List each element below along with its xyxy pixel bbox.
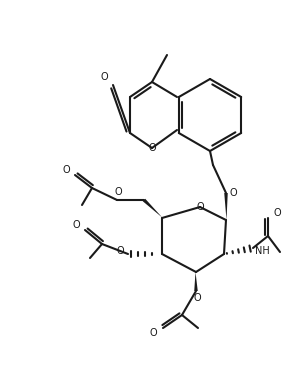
Polygon shape bbox=[224, 193, 228, 220]
Text: O: O bbox=[148, 143, 156, 153]
Text: O: O bbox=[273, 208, 281, 218]
Polygon shape bbox=[194, 272, 198, 291]
Text: O: O bbox=[116, 246, 124, 256]
Polygon shape bbox=[143, 199, 162, 218]
Text: O: O bbox=[62, 165, 70, 175]
Text: O: O bbox=[229, 188, 237, 198]
Text: NH: NH bbox=[255, 246, 270, 256]
Text: O: O bbox=[72, 220, 80, 230]
Text: O: O bbox=[100, 72, 108, 82]
Text: O: O bbox=[193, 293, 201, 303]
Text: O: O bbox=[149, 328, 157, 338]
Text: O: O bbox=[114, 187, 122, 197]
Text: O: O bbox=[196, 202, 204, 212]
